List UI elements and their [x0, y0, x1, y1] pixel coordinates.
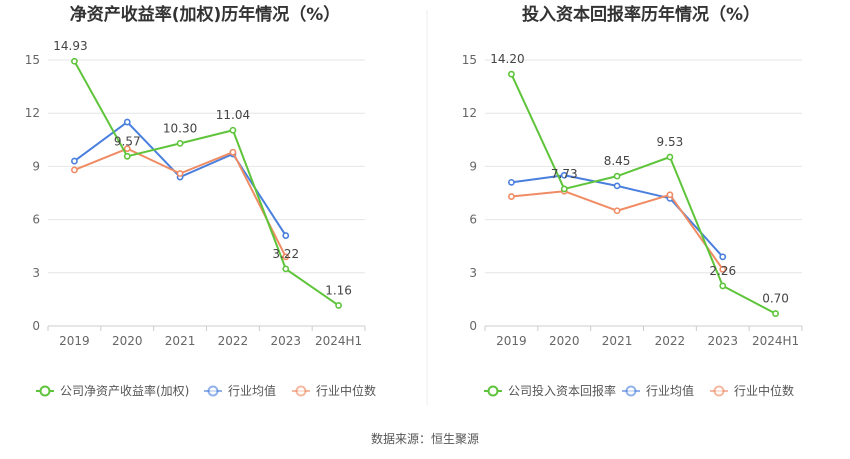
x-tick-label: 2024H1	[752, 334, 799, 348]
data-point-industry_avg	[560, 171, 568, 179]
x-tick-label: 2022	[655, 334, 686, 348]
data-label: 2.26	[709, 264, 736, 278]
data-label: 7.73	[551, 167, 578, 181]
data-point-industry_median	[613, 207, 621, 215]
y-tick-label: 15	[462, 53, 477, 67]
data-point-company	[719, 282, 727, 290]
chart-panel-2: 投入资本回报率历年情况（%） 0 3 6 9 12 15 2019 2020 2021 2022 20…	[462, 4, 803, 398]
legend-swatch-marker	[39, 385, 51, 397]
x-tick-label: 2019	[59, 334, 90, 348]
data-label: 9.53	[657, 135, 684, 149]
data-point-industry_avg	[123, 118, 131, 126]
y-tick-label: 15	[25, 53, 40, 67]
legend-item-company[interactable]: 公司净资产收益率(加权)	[36, 383, 189, 398]
y-tick-label: 9	[32, 159, 40, 173]
data-point-industry_median	[229, 148, 237, 156]
data-point-industry_avg	[508, 178, 515, 186]
y-tick-label: 0	[469, 319, 477, 333]
data-label: 8.45	[604, 154, 631, 168]
x-tick-label: 2023	[270, 334, 301, 348]
legend-item-company[interactable]: 公司投入资本回报率	[484, 383, 616, 398]
y-tick-label: 6	[32, 213, 40, 227]
data-label: 10.30	[163, 121, 197, 135]
x-tick-label: 2020	[112, 334, 143, 348]
data-point-industry_median	[666, 191, 674, 199]
y-tick-label: 12	[25, 106, 40, 120]
data-label: 14.20	[490, 52, 524, 66]
data-point-company	[772, 310, 779, 317]
data-point-company	[229, 126, 237, 134]
data-point-company	[176, 139, 184, 147]
series-line-industry_median	[511, 190, 724, 270]
data-point-company	[282, 265, 290, 273]
data-label: 14.93	[53, 39, 87, 53]
legend-swatch-marker	[207, 385, 219, 397]
data-point-industry_median	[176, 170, 184, 177]
data-point-industry_median	[508, 193, 515, 200]
legend: 公司净资产收益率(加权) 行业均值 行业中位数	[36, 383, 376, 398]
series-line-industry_median	[74, 147, 287, 258]
legend: 公司投入资本回报率 行业均值 行业中位数	[484, 383, 794, 398]
legend-label: 行业中位数	[734, 383, 794, 398]
y-tick-label: 0	[32, 319, 40, 333]
y-tick-label: 12	[462, 106, 477, 120]
legend-label: 行业中位数	[316, 383, 376, 398]
data-point-industry_median	[282, 253, 290, 261]
data-point-industry_median	[71, 166, 78, 174]
legend-swatch-marker	[625, 385, 637, 397]
data-label: 11.04	[216, 108, 250, 122]
source-text: 数据来源：恒生聚源	[371, 431, 479, 446]
x-tick-label: 2021	[602, 334, 633, 348]
x-tick-label: 2020	[549, 334, 580, 348]
legend-label: 公司投入资本回报率	[508, 383, 616, 398]
data-label: 9.57	[114, 134, 141, 148]
data-point-industry_avg	[719, 253, 727, 261]
data-point-company	[560, 185, 568, 193]
data-label: 3.22	[272, 247, 299, 261]
data-point-industry_median	[123, 145, 131, 153]
data-point-company	[335, 302, 342, 309]
chart-panel-1: 净资产收益率(加权)历年情况（%） 0 3 6 9 12 15 2019 2020 2021 202…	[25, 4, 376, 398]
legend-swatch-marker	[487, 385, 499, 397]
legend-label: 行业均值	[646, 383, 694, 398]
series-line-company	[510, 73, 777, 315]
y-tick-label: 3	[32, 266, 40, 280]
data-label: 1.16	[325, 283, 352, 297]
legend-item-industry_avg[interactable]: 行业均值	[204, 383, 276, 398]
data-point-company	[71, 57, 78, 65]
legend-label: 公司净资产收益率(加权)	[60, 383, 189, 398]
legend-swatch-marker	[295, 385, 307, 397]
data-point-company	[123, 152, 131, 160]
data-point-industry_avg	[613, 182, 621, 190]
data-point-company	[666, 153, 674, 161]
legend-label: 行业均值	[228, 383, 276, 398]
legend-item-industry_median[interactable]: 行业中位数	[710, 383, 794, 398]
chart-title: 净资产收益率(加权)历年情况（%）	[70, 4, 341, 25]
y-tick-label: 6	[469, 213, 477, 227]
data-point-industry_median	[719, 265, 727, 273]
data-point-industry_avg	[282, 232, 290, 239]
data-point-industry_avg	[71, 157, 78, 165]
y-tick-label: 3	[469, 266, 477, 280]
x-tick-label: 2023	[707, 334, 738, 348]
data-point-company	[508, 70, 515, 78]
chart-title: 投入资本回报率历年情况（%）	[522, 4, 760, 25]
legend-swatch-marker	[713, 385, 725, 397]
data-point-company	[613, 172, 621, 180]
series-line-company	[73, 60, 340, 307]
legend-item-industry_median[interactable]: 行业中位数	[292, 383, 376, 398]
data-label: 0.70	[762, 292, 789, 306]
x-tick-label: 2022	[218, 334, 249, 348]
x-tick-label: 2021	[165, 334, 196, 348]
x-tick-label: 2024H1	[315, 334, 362, 348]
legend-item-industry_avg[interactable]: 行业均值	[622, 383, 694, 398]
x-tick-label: 2019	[496, 334, 527, 348]
y-tick-label: 9	[469, 159, 477, 173]
